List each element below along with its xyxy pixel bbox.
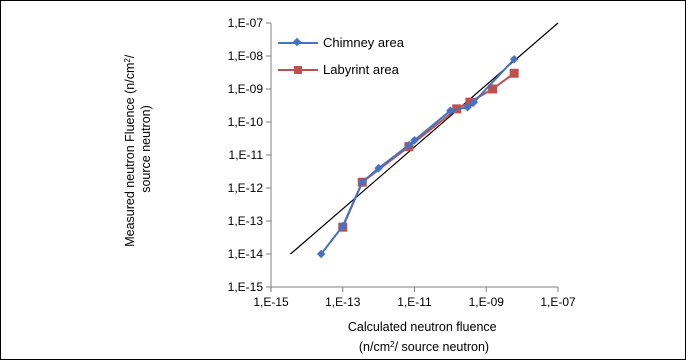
x-axis-label: Calculated neutron fluence (n/cm2/ sourc… bbox=[348, 320, 500, 354]
reference-line bbox=[290, 22, 559, 255]
legend-labyrint-label: Labyrint area bbox=[323, 62, 400, 77]
y-tick-label: 1,E-15 bbox=[228, 280, 264, 294]
y-tick-label: 1,E-07 bbox=[228, 16, 264, 30]
y-tick-label: 1,E-08 bbox=[228, 49, 264, 63]
chimney-data-point bbox=[446, 106, 455, 115]
chimney-data-point bbox=[463, 103, 472, 112]
x-tick-label: 1,E-09 bbox=[469, 295, 505, 309]
labyrint-data-point bbox=[509, 68, 519, 78]
x-tick-label: 1,E-13 bbox=[325, 295, 361, 309]
y-tick-label: 1,E-14 bbox=[228, 247, 264, 261]
x-tick-label: 1,E-07 bbox=[540, 295, 576, 309]
series-line-1 bbox=[341, 72, 515, 228]
series-line-0 bbox=[320, 58, 515, 255]
labyrint-data-point bbox=[488, 84, 498, 94]
chimney-data-point bbox=[469, 97, 479, 107]
chimney-data-point bbox=[509, 54, 519, 64]
x-tick-label: 1,E-15 bbox=[253, 295, 289, 309]
y-tick-label: 1,E-12 bbox=[228, 181, 264, 195]
y-tick-label: 1,E-11 bbox=[229, 148, 264, 162]
chimney-data-point bbox=[410, 136, 419, 145]
chimney-data-point bbox=[374, 163, 383, 173]
legend-chimney-marker bbox=[292, 37, 302, 47]
chimney-data-point bbox=[358, 177, 367, 187]
y-tick-label: 1,E-09 bbox=[228, 82, 264, 96]
chimney-data-point bbox=[338, 221, 347, 231]
chimney-data-point bbox=[404, 140, 414, 150]
chimney-data-point bbox=[316, 249, 326, 259]
legend-chimney-label: Chimney area bbox=[323, 35, 405, 50]
y-tick-label: 1,E-10 bbox=[228, 115, 264, 129]
y-axis-label: Measured neutron Fluence (n/cm2/ source … bbox=[123, 51, 154, 247]
legend-labyrint-marker bbox=[294, 66, 302, 74]
series bbox=[290, 22, 559, 259]
axes bbox=[266, 22, 559, 292]
x-tick-label: 1,E-11 bbox=[397, 295, 432, 309]
tick-labels: 1,E-15 1,E-14 1,E-13 1,E-12 1,E-11 1,E-10 1,E-… bbox=[228, 16, 576, 309]
legend: Chimney area Labyrint area bbox=[278, 35, 405, 77]
y-tick-label: 1,E-13 bbox=[228, 214, 264, 228]
